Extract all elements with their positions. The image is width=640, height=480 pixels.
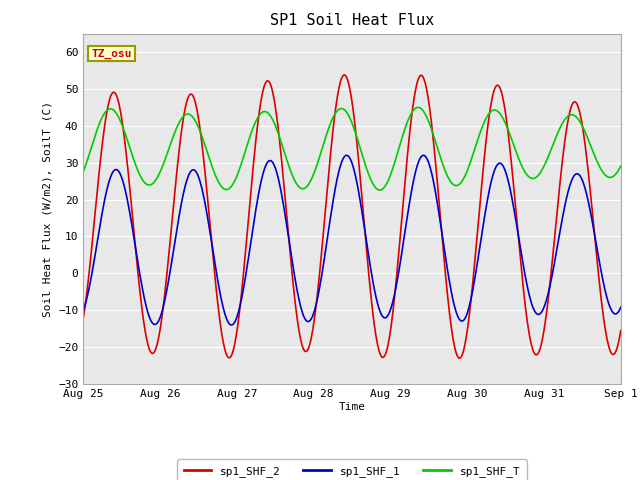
sp1_SHF_T (104, 107, 112, 112)
sp1_SHF_T (617, 163, 625, 169)
X-axis label: Time: Time (339, 402, 365, 412)
sp1_SHF_2 (515, 244, 523, 250)
Legend: sp1_SHF_2, sp1_SHF_1, sp1_SHF_T: sp1_SHF_2, sp1_SHF_1, sp1_SHF_T (177, 459, 527, 480)
sp1_SHF_T (230, 179, 238, 184)
sp1_SHF_T (376, 187, 384, 193)
sp1_SHF_1 (447, 288, 455, 294)
sp1_SHF_2 (104, 103, 112, 109)
sp1_SHF_1 (227, 322, 235, 328)
sp1_SHF_1 (104, 182, 112, 188)
Line: sp1_SHF_T: sp1_SHF_T (83, 108, 621, 190)
sp1_SHF_1 (79, 308, 87, 313)
Text: TZ_osu: TZ_osu (92, 48, 132, 59)
sp1_SHF_1 (374, 304, 382, 310)
sp1_SHF_2 (79, 316, 87, 322)
sp1_SHF_1 (393, 280, 401, 286)
sp1_SHF_1 (515, 238, 523, 243)
Line: sp1_SHF_2: sp1_SHF_2 (83, 75, 621, 358)
sp1_SHF_2 (340, 72, 348, 78)
sp1_SHF_2 (393, 272, 401, 277)
sp1_SHF_T (393, 153, 401, 158)
Y-axis label: Soil Heat Flux (W/m2), SoilT (C): Soil Heat Flux (W/m2), SoilT (C) (42, 101, 52, 317)
sp1_SHF_T (374, 187, 381, 192)
sp1_SHF_2 (374, 346, 382, 351)
sp1_SHF_2 (617, 327, 625, 333)
sp1_SHF_1 (617, 304, 625, 310)
Line: sp1_SHF_1: sp1_SHF_1 (83, 156, 621, 325)
sp1_SHF_T (79, 169, 87, 175)
sp1_SHF_2 (447, 318, 454, 324)
sp1_SHF_T (415, 105, 422, 110)
Title: SP1 Soil Heat Flux: SP1 Soil Heat Flux (270, 13, 434, 28)
sp1_SHF_2 (455, 355, 463, 361)
sp1_SHF_T (515, 157, 523, 163)
sp1_SHF_2 (230, 343, 238, 348)
sp1_SHF_T (447, 180, 455, 185)
sp1_SHF_1 (419, 153, 427, 158)
sp1_SHF_1 (231, 318, 239, 324)
